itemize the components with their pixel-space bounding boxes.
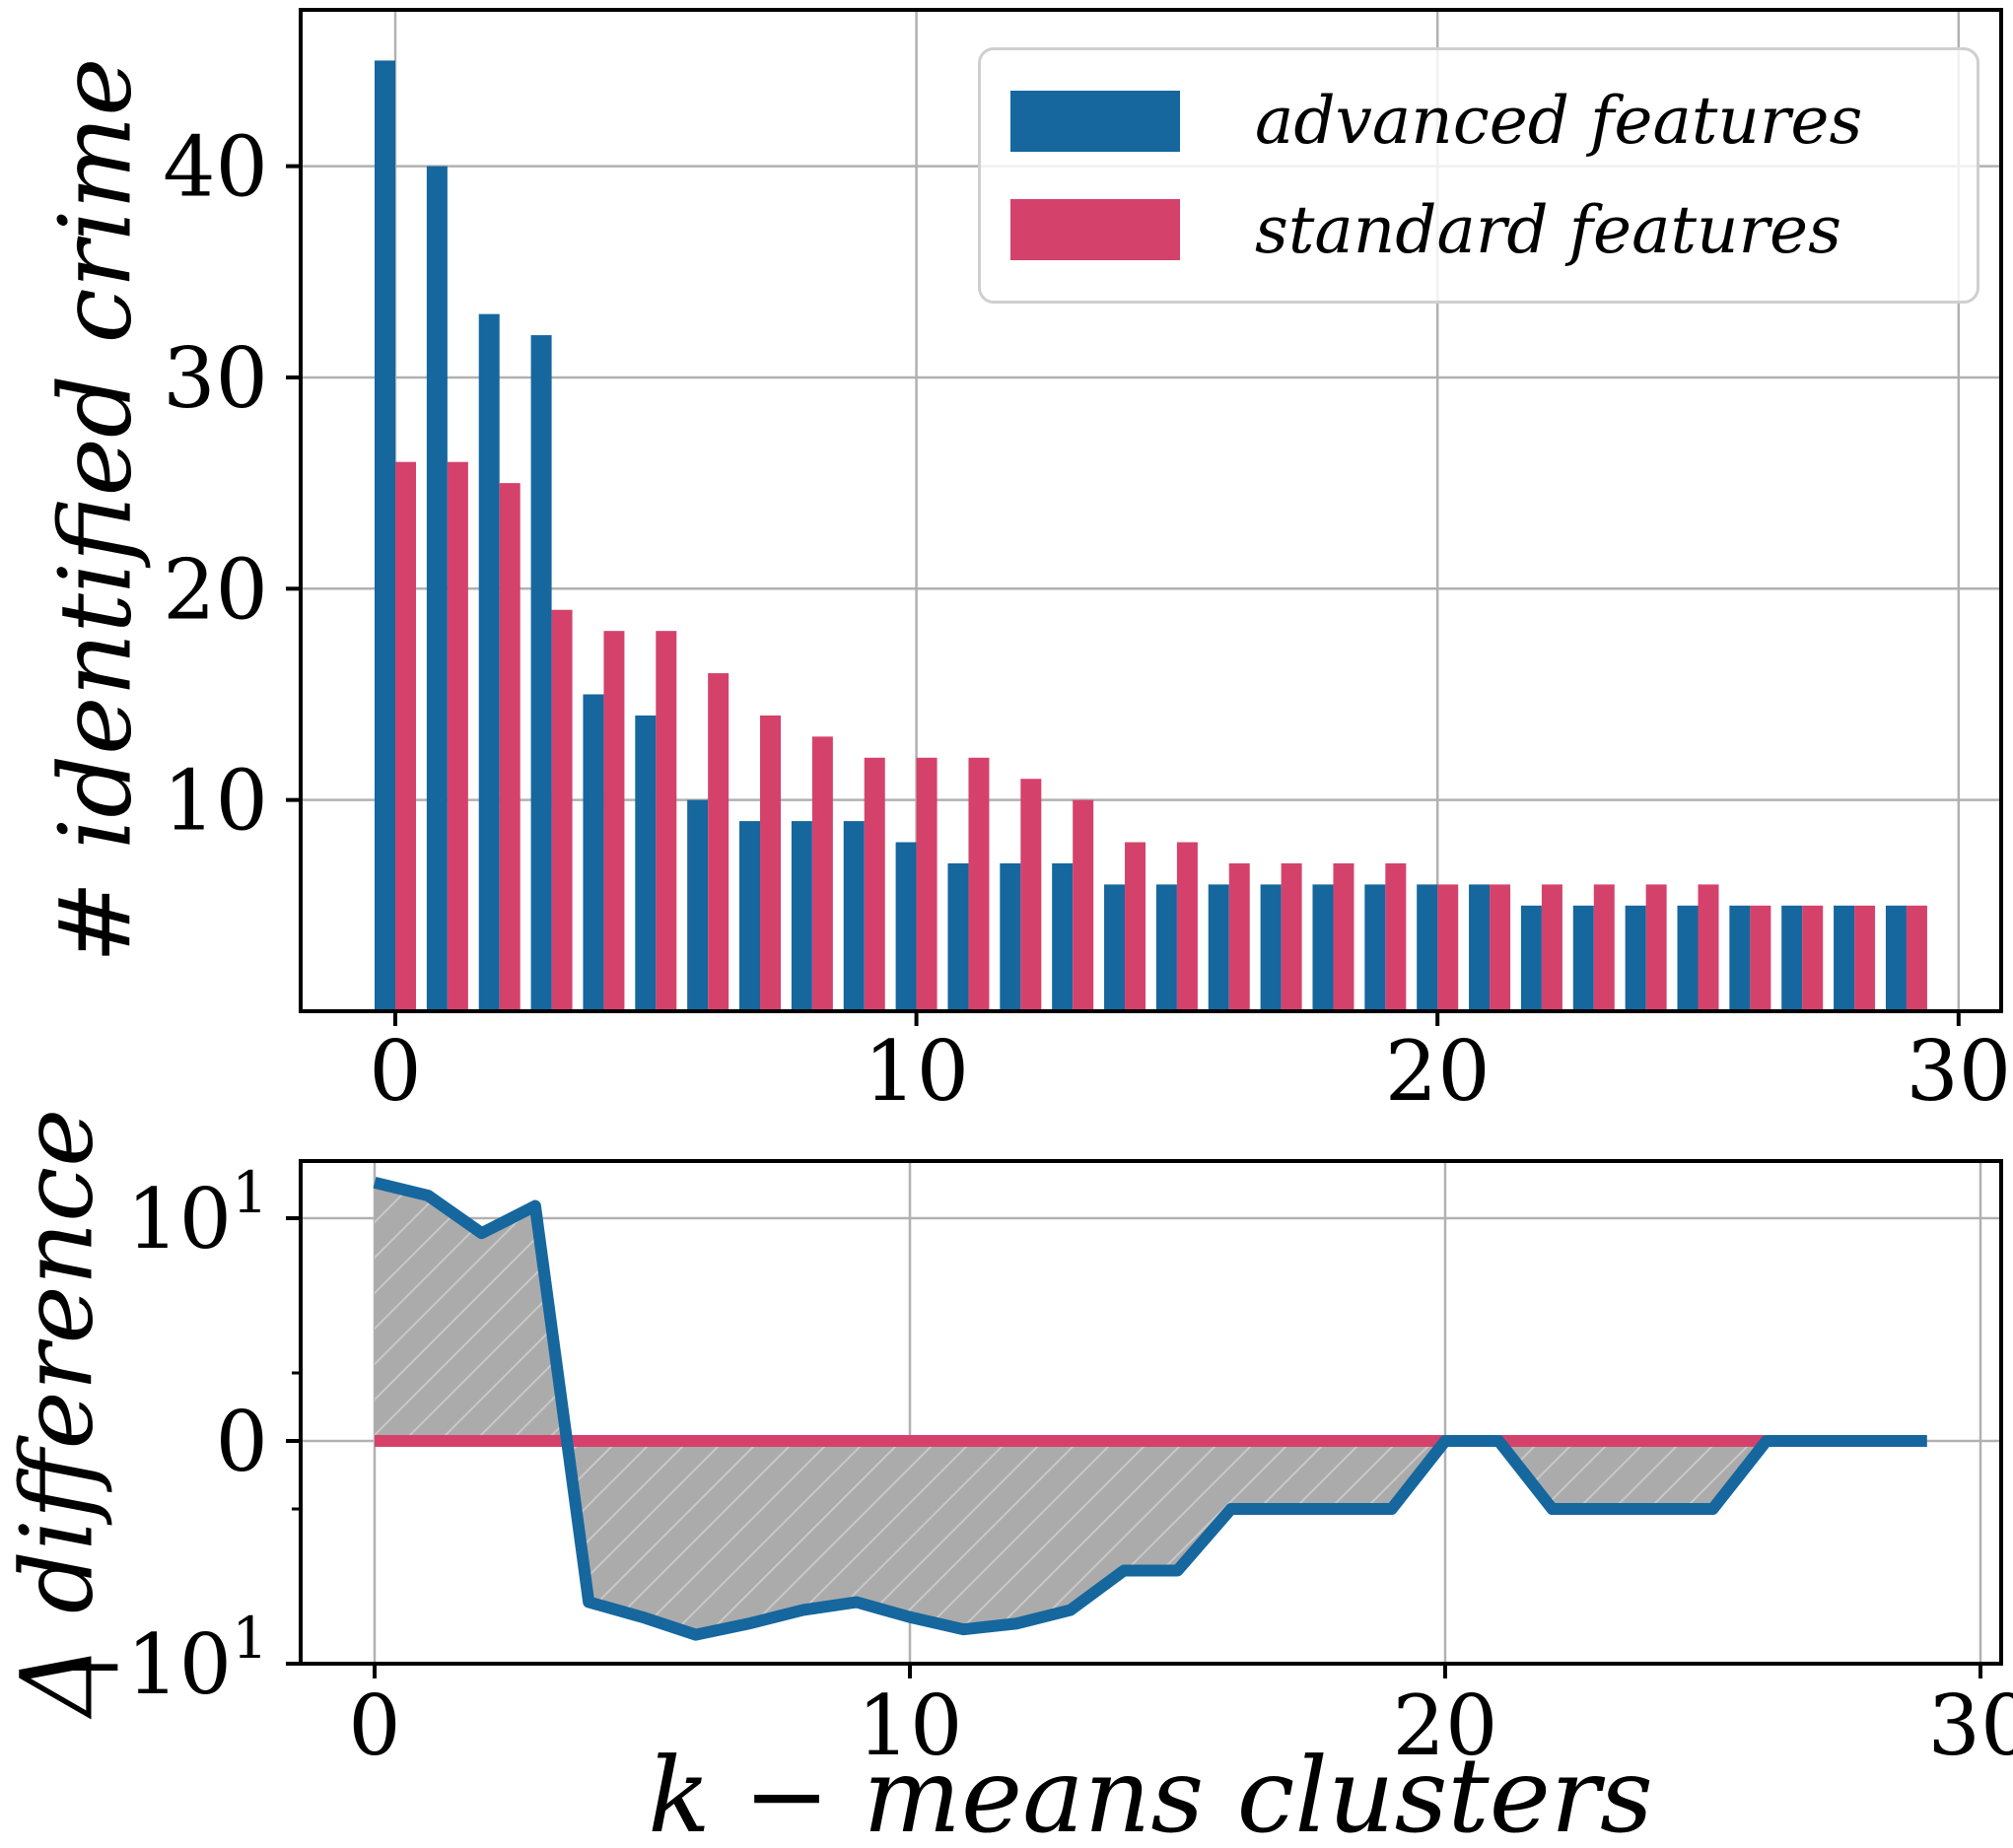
advanced-bar-23 — [1572, 905, 1594, 1011]
advanced-bar-14 — [1104, 884, 1126, 1011]
advanced-bar-16 — [1208, 884, 1229, 1011]
standard-bar-20 — [1437, 884, 1459, 1011]
standard-bar-27 — [1802, 905, 1824, 1011]
standard-bar-24 — [1645, 884, 1667, 1011]
top-x-tick-label: 30 — [1906, 1023, 2011, 1120]
standard-series-swatch-icon — [1010, 199, 1180, 261]
top-y-axis-label: # identified crime — [37, 57, 154, 964]
standard-bar-10 — [916, 757, 937, 1011]
standard-bar-19 — [1385, 862, 1407, 1011]
x-axis-label: k − means clusters — [648, 1736, 1653, 1848]
advanced-bar-7 — [739, 821, 761, 1011]
advanced-bar-26 — [1729, 905, 1751, 1011]
standard-bar-4 — [603, 631, 625, 1011]
top-y-tick-label: 10 — [163, 753, 268, 850]
bottom-plot-axes: 0 10 20 30 101 0 −101 — [57, 1159, 2013, 1774]
advanced-bar-4 — [583, 694, 604, 1011]
standard-bar-15 — [1176, 842, 1198, 1011]
standard-bar-12 — [1020, 779, 1042, 1011]
top-x-tick-label: 0 — [369, 1023, 421, 1120]
standard-bar-11 — [968, 757, 990, 1011]
standard-bar-29 — [1906, 905, 1927, 1011]
standard-bar-2 — [499, 483, 521, 1011]
advanced-bar-21 — [1469, 884, 1491, 1011]
legend-box: advanced features standard features — [978, 47, 1979, 304]
top-y-tick-label: 40 — [163, 119, 268, 216]
bottom-y-tick-label: 101 — [126, 1159, 268, 1267]
bottom-x-tick-label: 30 — [1928, 1677, 2013, 1774]
advanced-bar-3 — [530, 335, 552, 1012]
standard-bar-14 — [1125, 842, 1146, 1011]
advanced-bar-1 — [426, 166, 448, 1012]
advanced-bar-17 — [1260, 884, 1282, 1011]
advanced-bar-12 — [1000, 862, 1021, 1011]
legend-item-standard: standard features — [1010, 192, 1977, 268]
advanced-bar-2 — [478, 313, 500, 1011]
bottom-x-tick-label: 0 — [348, 1677, 400, 1774]
standard-bar-21 — [1490, 884, 1511, 1011]
advanced-bar-10 — [895, 842, 917, 1011]
standard-bar-28 — [1854, 905, 1876, 1011]
standard-bar-13 — [1073, 799, 1094, 1011]
standard-bar-7 — [760, 715, 782, 1011]
standard-bar-17 — [1281, 862, 1302, 1011]
advanced-bar-11 — [947, 862, 969, 1011]
standard-bar-18 — [1333, 862, 1354, 1011]
bottom-y-axis-label: Δ difference — [0, 1108, 115, 1717]
standard-bar-9 — [864, 757, 885, 1011]
standard-bar-22 — [1541, 884, 1562, 1011]
standard-bar-8 — [811, 736, 833, 1011]
advanced-bar-13 — [1052, 862, 1074, 1011]
advanced-bar-27 — [1781, 905, 1803, 1011]
standard-bar-23 — [1593, 884, 1615, 1011]
delta-fill-area — [375, 1182, 1927, 1635]
standard-bar-16 — [1228, 862, 1250, 1011]
advanced-bar-29 — [1885, 905, 1907, 1011]
top-y-tick-label: 30 — [163, 330, 268, 427]
top-y-tick-label: 20 — [163, 541, 268, 638]
standard-bar-25 — [1698, 884, 1719, 1011]
advanced-series-swatch-icon — [1010, 90, 1180, 152]
standard-bar-26 — [1750, 905, 1771, 1011]
standard-bar-1 — [447, 461, 468, 1011]
standard-bars — [395, 461, 1927, 1011]
advanced-bar-25 — [1677, 905, 1699, 1011]
advanced-bar-6 — [687, 799, 709, 1011]
standard-bar-0 — [395, 461, 416, 1011]
bottom-x-tick-label: 20 — [1393, 1677, 1498, 1774]
advanced-bar-24 — [1625, 905, 1646, 1011]
advanced-bar-9 — [843, 821, 865, 1011]
bottom-y-tick-label: 0 — [216, 1394, 268, 1490]
advanced-bar-20 — [1417, 884, 1438, 1011]
top-x-tick-label: 10 — [864, 1023, 969, 1120]
advanced-bar-0 — [375, 60, 395, 1012]
legend-label-standard: standard features — [1255, 191, 1841, 268]
advanced-bars — [375, 60, 1907, 1012]
standard-bar-6 — [708, 673, 729, 1011]
advanced-bar-19 — [1364, 884, 1386, 1011]
advanced-bar-15 — [1155, 884, 1177, 1011]
advanced-bar-22 — [1520, 905, 1542, 1011]
bottom-y-tick-label: −101 — [57, 1605, 268, 1713]
legend-label-advanced: advanced features — [1255, 83, 1863, 160]
advanced-bar-8 — [791, 821, 812, 1011]
standard-bar-3 — [551, 609, 573, 1011]
advanced-bar-28 — [1834, 905, 1855, 1011]
standard-bar-5 — [656, 631, 677, 1011]
bottom-x-tick-label: 10 — [858, 1677, 963, 1774]
legend-item-advanced: advanced features — [1010, 83, 1977, 159]
delta-line — [373, 1176, 1927, 1641]
top-plot-axes: 0 10 20 30 10 20 30 40 — [163, 8, 2011, 1120]
top-x-tick-label: 20 — [1385, 1023, 1491, 1120]
advanced-bar-5 — [635, 715, 657, 1011]
advanced-bar-18 — [1312, 884, 1334, 1011]
